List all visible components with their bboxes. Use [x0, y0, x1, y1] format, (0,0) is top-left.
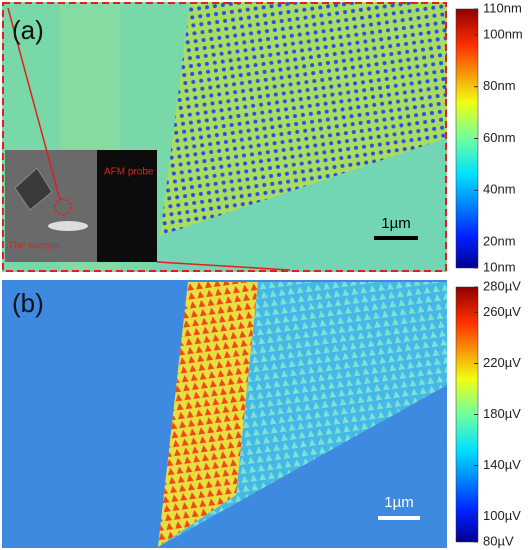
lattice — [160, 2, 447, 236]
lattice-edge — [158, 282, 258, 547]
colorbar-tick-label: 260µV — [483, 304, 521, 319]
reflection — [48, 221, 88, 231]
colorbar-tick-label: 180µV — [483, 406, 521, 421]
colorbar-tick-label: 100µV — [483, 508, 521, 523]
panel-b: (b) 1µm — [2, 280, 447, 548]
colorbar-tick-label: 110nm — [483, 0, 522, 15]
colorbar-tick-label: 10nm — [483, 259, 516, 274]
colorbar-tick-label: 20nm — [483, 234, 516, 249]
substrate — [150, 138, 447, 272]
zoom-frame — [2, 2, 447, 272]
colorbar-tick-label: 280µV — [483, 278, 521, 293]
colorbar-tick-label: 60nm — [483, 130, 516, 145]
colorbar-tick-label: 40nm — [483, 182, 516, 197]
colorbar-tick-label: 80nm — [483, 78, 516, 93]
scale-bar-label: 1µm — [384, 494, 413, 511]
sample-label: The sample — [8, 241, 61, 252]
panel-label: (a) — [12, 15, 44, 45]
scale-bar-label: 1µm — [381, 215, 410, 232]
probe — [97, 150, 157, 200]
colorbar-tick-label: 80µV — [483, 533, 514, 548]
panel-a: AFM probe The sample (a) 1µm — [2, 2, 447, 272]
zoom-line — [156, 261, 291, 271]
colorbar-tick-label: 100nm — [483, 26, 523, 41]
sample-circle — [54, 198, 72, 216]
probe-label: AFM probe — [104, 167, 154, 178]
zoom-line — [7, 7, 61, 201]
colorbar-tick-label: 220µV — [483, 355, 521, 370]
panel-label: (b) — [12, 288, 44, 318]
crystal — [14, 167, 53, 211]
colorbar-tick-label: 140µV — [483, 457, 521, 472]
